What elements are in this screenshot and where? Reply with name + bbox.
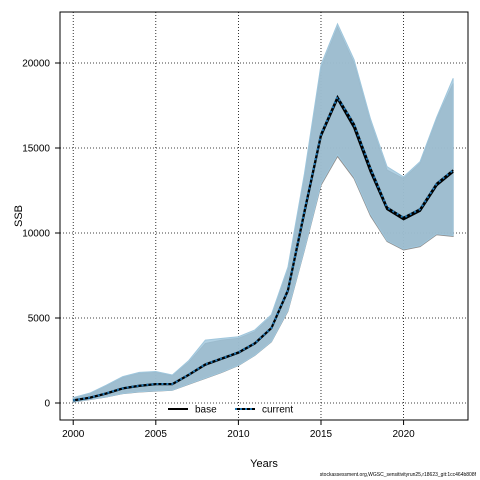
- y-tick-label-10000: 10000: [22, 229, 50, 240]
- y-tick-label-5000: 5000: [28, 314, 51, 325]
- confidence-bands: [72, 22, 454, 403]
- x-tick-label-2015: 2015: [310, 429, 333, 440]
- x-tick-label-2005: 2005: [145, 429, 168, 440]
- y-axis: 0 5000 10000 15000 20000: [22, 59, 60, 410]
- legend-label-base: base: [195, 405, 217, 416]
- x-tick-label-2010: 2010: [227, 429, 250, 440]
- x-tick-label-2000: 2000: [62, 429, 85, 440]
- series-points: [73, 97, 453, 401]
- line-base: [73, 96, 454, 402]
- y-tick-label-15000: 15000: [22, 144, 50, 155]
- y-tick-label-20000: 20000: [22, 59, 50, 70]
- plot-frame: [59, 11, 469, 421]
- line-current: [73, 94, 454, 402]
- series-lines: [73, 94, 454, 402]
- footer-source: stockassessment.org,WGSC_sensitivityrun2…: [319, 472, 476, 478]
- y-axis-title: SSB: [13, 205, 25, 227]
- x-tick-label-2020: 2020: [392, 429, 415, 440]
- legend: base current: [168, 405, 293, 416]
- x-axis-title: Years: [250, 458, 278, 470]
- legend-label-current: current: [262, 405, 293, 416]
- y-tick-label-0: 0: [44, 399, 50, 410]
- band-current: [72, 22, 454, 403]
- x-axis: 2000 2005 2010 2015 2020: [62, 420, 415, 440]
- line-current-base: [73, 94, 454, 402]
